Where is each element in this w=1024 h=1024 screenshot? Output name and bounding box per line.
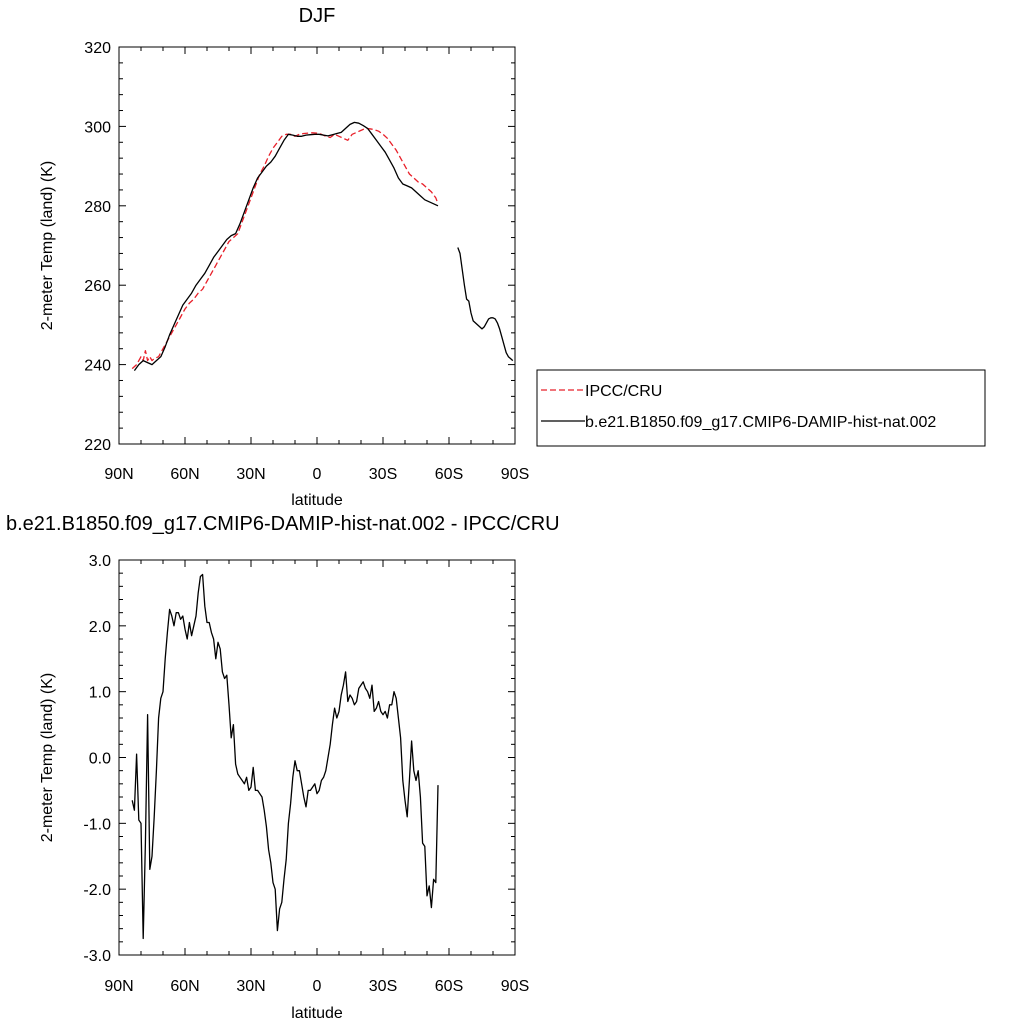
- y-tick-label: 240: [84, 358, 111, 375]
- chart-title: b.e21.B1850.f09_g17.CMIP6-DAMIP-hist-nat…: [6, 513, 560, 535]
- x-tick-label: 60S: [435, 466, 463, 483]
- x-tick-label: 90S: [501, 978, 529, 995]
- x-tick-label: 30S: [369, 466, 397, 483]
- series-line-1-segment-1: [131, 127, 439, 370]
- plot-frame: [118, 559, 516, 956]
- plot-panel-2: b.e21.B1850.f09_g17.CMIP6-DAMIP-hist-nat…: [6, 513, 560, 1022]
- y-tick-label: 280: [84, 199, 111, 216]
- legend: IPCC/CRU b.e21.B1850.f09_g17.CMIP6-DAMIP-…: [536, 369, 986, 447]
- series-line-2-segment-2: [457, 247, 514, 362]
- chart-title: DJF: [299, 5, 336, 27]
- y-tick-label: 300: [84, 119, 111, 136]
- x-tick-label: 90N: [104, 466, 133, 483]
- x-tick-label: 60N: [170, 978, 199, 995]
- series-line-1-segment-1: [131, 573, 439, 940]
- y-tick-label: 320: [84, 40, 111, 57]
- y-axis-label: 2-meter Temp (land) (K): [39, 161, 56, 331]
- y-tick-label: 1.0: [89, 685, 111, 702]
- y-axis-label: 2-meter Temp (land) (K): [39, 673, 56, 843]
- x-tick-label: 90S: [501, 466, 529, 483]
- plot-frame: [118, 46, 516, 445]
- y-tick-label: -3.0: [83, 948, 111, 965]
- y-tick-label: 3.0: [89, 553, 111, 570]
- y-tick-label: 220: [84, 437, 111, 454]
- y-tick-label: -2.0: [83, 882, 111, 899]
- y-tick-label: 0.0: [89, 751, 111, 768]
- x-axis-label: latitude: [291, 1005, 343, 1022]
- x-tick-label: 60N: [170, 466, 199, 483]
- x-tick-label: 30N: [236, 978, 265, 995]
- y-tick-label: -1.0: [83, 816, 111, 833]
- x-tick-label: 30S: [369, 978, 397, 995]
- legend-label: b.e21.B1850.f09_g17.CMIP6-DAMIP-hist-nat…: [585, 414, 936, 431]
- x-tick-label: 60S: [435, 978, 463, 995]
- y-tick-label: 2.0: [89, 619, 111, 636]
- x-axis-label: latitude: [291, 492, 343, 509]
- x-tick-label: 90N: [104, 978, 133, 995]
- legend-box: [536, 369, 986, 447]
- y-tick-label: 260: [84, 278, 111, 295]
- x-tick-label: 30N: [236, 466, 265, 483]
- series-line-2-segment-1: [133, 121, 439, 371]
- plot-panel-1: DJF 90N 60N 30N 0 30S 60S 90S 220 240 260 280 300 320…: [39, 5, 986, 509]
- x-tick-label: 0: [313, 978, 322, 995]
- legend-label: IPCC/CRU: [585, 383, 662, 400]
- x-tick-label: 0: [313, 466, 322, 483]
